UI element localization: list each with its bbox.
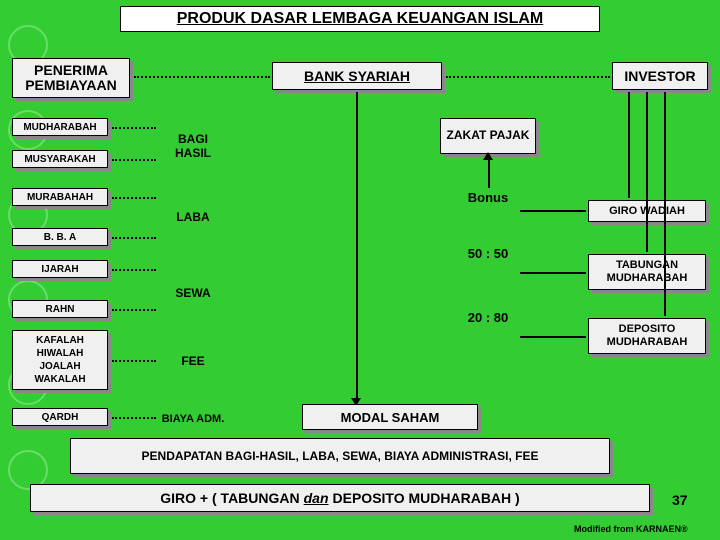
giro-text-dan: dan [304, 490, 329, 506]
connector-v [488, 158, 490, 188]
box-giro-summary: GIRO + ( TABUNGAN dan DEPOSITO MUDHARABA… [30, 484, 650, 512]
giro-text-a: GIRO + ( TABUNGAN [160, 490, 299, 506]
connector-dotted [134, 76, 270, 78]
connector-dotted [446, 76, 610, 78]
connector-dotted [112, 269, 156, 271]
connector-v [646, 92, 648, 252]
label-fee: FEE [158, 352, 228, 370]
connector-h [520, 336, 586, 338]
label-sewa: SEWA [158, 284, 228, 302]
box-ijarah: IJARAH [12, 260, 108, 278]
page-title: PRODUK DASAR LEMBAGA KEUANGAN ISLAM [120, 6, 600, 32]
connector-v [664, 92, 666, 316]
footer-credit: Modified from KARNAEN® [574, 524, 688, 534]
connector-dotted [112, 159, 156, 161]
box-investor: INVESTOR [612, 62, 708, 90]
box-bba: B. B. A [12, 228, 108, 246]
box-qardh: QARDH [12, 408, 108, 426]
box-murabahah: MURABAHAH [12, 188, 108, 206]
arrow-up-icon [483, 152, 493, 160]
label-biaya-adm: BIAYA ADM. [152, 404, 234, 434]
box-tabungan: TABUNGAN MUDHARABAH [588, 254, 706, 290]
label-5050: 50 : 50 [456, 246, 520, 261]
box-mudharabah: MUDHARABAH [12, 118, 108, 136]
giro-text-c: DEPOSITO MUDHARABAH ) [333, 490, 520, 506]
connector-dotted [112, 309, 156, 311]
label-bagi-hasil: BAGI HASIL [158, 128, 228, 164]
box-zakat-pajak: ZAKAT PAJAK [440, 118, 536, 154]
box-kafalah-group: KAFALAH HIWALAH JOALAH WAKALAH [12, 330, 108, 390]
label-bonus: Bonus [456, 190, 520, 205]
box-rahn: RAHN [12, 300, 108, 318]
box-modal-saham: MODAL SAHAM [302, 404, 478, 430]
label-laba: LABA [158, 208, 228, 226]
box-deposito: DEPOSITO MUDHARABAH [588, 318, 706, 354]
slide-number: 37 [672, 492, 688, 508]
connector-dotted [112, 237, 156, 239]
box-pendapatan: PENDAPATAN BAGI-HASIL, LABA, SEWA, BIAYA… [70, 438, 610, 474]
box-musyarakah: MUSYARAKAH [12, 150, 108, 168]
connector-dotted [112, 127, 156, 129]
box-penerima: PENERIMA PEMBIAYAAN [12, 58, 130, 98]
connector-dotted [112, 360, 156, 362]
connector-h [520, 210, 586, 212]
connector-dotted [112, 417, 156, 419]
box-bank-syariah: BANK SYARIAH [272, 62, 442, 90]
connector-dotted [112, 197, 156, 199]
label-2080: 20 : 80 [456, 310, 520, 325]
connector-v [356, 92, 358, 402]
connector-h [520, 272, 586, 274]
connector-v [628, 92, 630, 198]
